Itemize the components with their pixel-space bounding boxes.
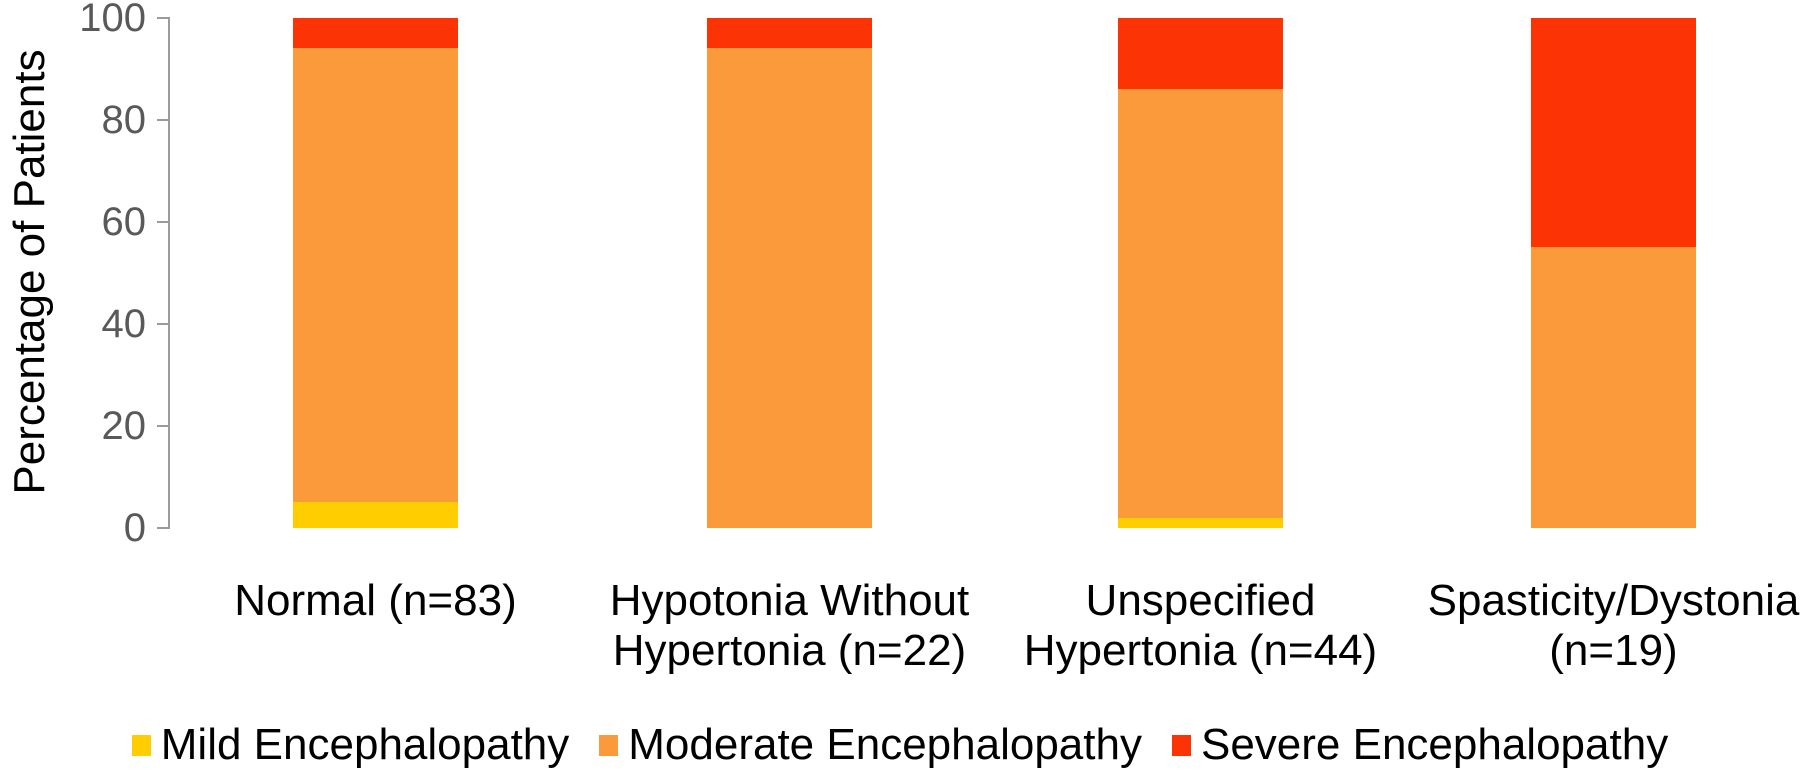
category-label-line: (n=19) <box>1549 626 1678 675</box>
legend-label: Mild Encephalopathy <box>160 720 570 769</box>
bar-column <box>1118 0 1283 528</box>
category-label: Hypotonia Without Hypertonia (n=22) <box>560 576 1020 676</box>
category-label-line: Hypotonia Without <box>609 576 970 625</box>
bar-column <box>707 0 872 528</box>
bar-segment <box>1531 247 1696 528</box>
category-label: Unspecified Hypertonia (n=44) <box>971 576 1431 676</box>
legend-item: Severe Encephalopathy <box>1171 720 1669 770</box>
category-label-line: Unspecified <box>1085 576 1316 625</box>
category-label-line: Hypertonia (n=22) <box>612 626 967 675</box>
bar-segment <box>1531 17 1696 248</box>
bar-segment <box>293 48 458 503</box>
bar-segment <box>1118 88 1283 518</box>
category-label-line: Hypertonia (n=44) <box>1023 626 1378 675</box>
legend-label: Moderate Encephalopathy <box>628 720 1142 769</box>
bar-segment <box>293 17 458 49</box>
legend-swatch-icon <box>599 734 619 756</box>
y-tick-label: 20 <box>101 403 147 448</box>
category-label: Normal (n=83) <box>146 576 606 626</box>
y-tick-mark <box>157 16 169 19</box>
legend-item: Moderate Encephalopathy <box>599 720 1142 770</box>
y-tick-mark <box>157 424 169 427</box>
legend-swatch-icon <box>1171 734 1191 756</box>
bar-segment <box>1118 17 1283 89</box>
bar-segment <box>707 48 872 528</box>
y-axis-line <box>168 17 170 529</box>
bar-column <box>1531 0 1696 528</box>
y-axis-title: Percentage of Patients <box>5 49 54 495</box>
category-label-line: Normal (n=83) <box>234 576 517 625</box>
y-tick-label: 80 <box>101 97 147 142</box>
y-tick-label: 60 <box>101 199 147 244</box>
bar-column <box>293 0 458 528</box>
bar-segment <box>1118 517 1283 528</box>
category-label-line: Spasticity/Dystonia <box>1427 576 1800 625</box>
legend-label: Severe Encephalopathy <box>1200 720 1669 769</box>
legend: Mild Encephalopathy Moderate Encephalopat… <box>0 720 1800 770</box>
legend-item: Mild Encephalopathy <box>131 720 570 770</box>
y-tick-mark <box>157 322 169 325</box>
y-tick-label: 100 <box>79 0 146 40</box>
y-tick-mark <box>157 220 169 223</box>
bar-segment <box>293 502 458 528</box>
category-label: Spasticity/Dystonia (n=19) <box>1384 576 1800 676</box>
legend-swatch-icon <box>131 734 151 756</box>
y-tick-mark <box>157 527 169 529</box>
bar-segment <box>707 17 872 49</box>
y-tick-mark <box>157 118 169 121</box>
y-tick-label: 40 <box>101 301 147 346</box>
y-tick-label: 0 <box>123 506 146 550</box>
